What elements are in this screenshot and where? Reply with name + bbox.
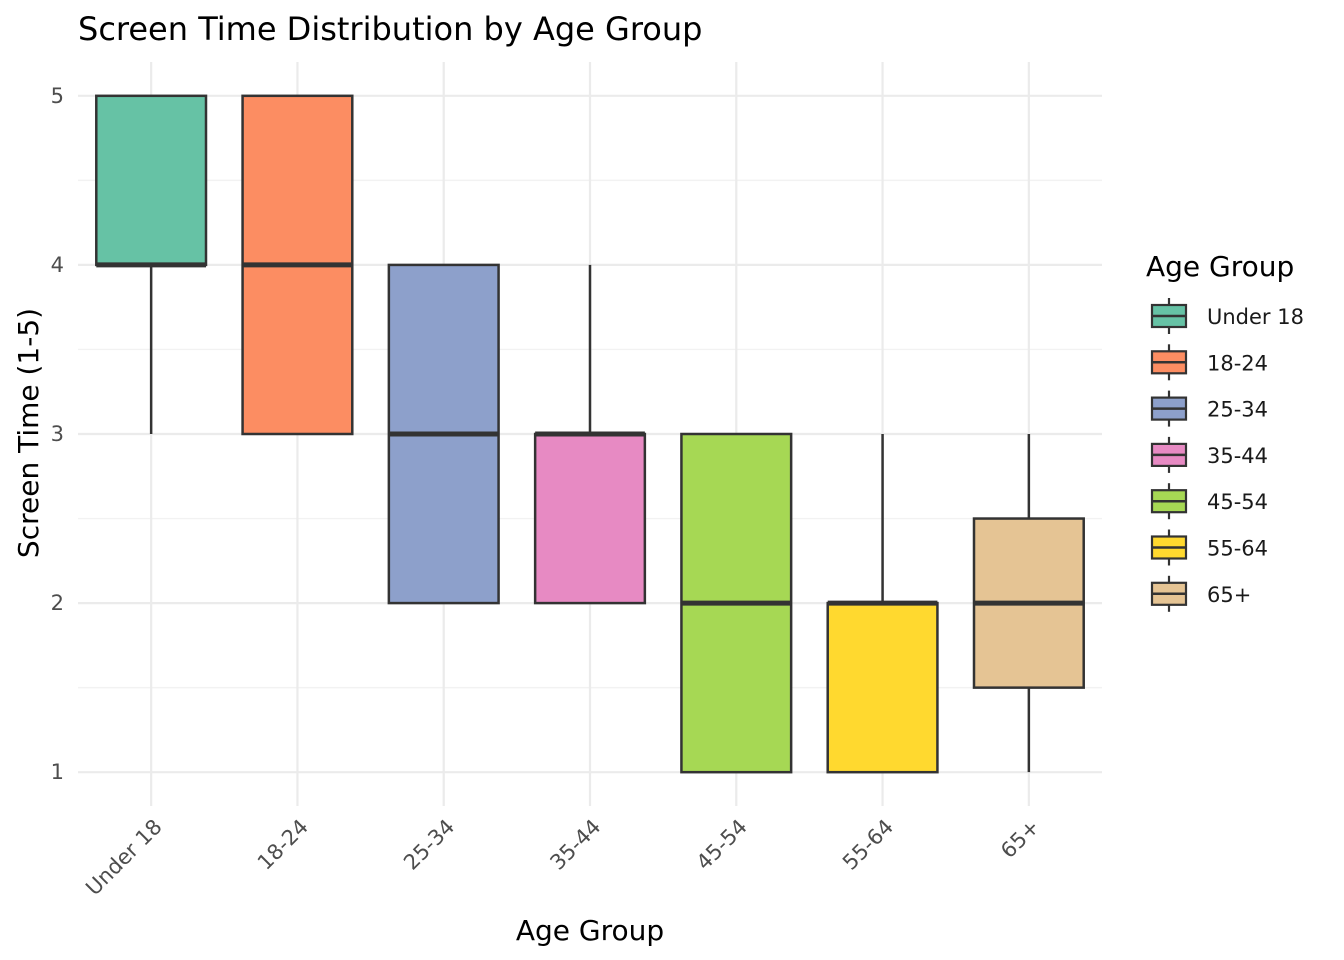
legend-label: Under 18 xyxy=(1207,305,1304,329)
y-axis: 1 2 3 4 5 xyxy=(51,84,64,784)
legend-title: Age Group xyxy=(1146,250,1294,283)
y-tick-label: 4 xyxy=(51,253,64,277)
y-tick-label: 3 xyxy=(51,422,64,446)
box-7 xyxy=(972,434,1085,773)
x-axis-title: Age Group xyxy=(516,914,664,947)
legend-item: Under 18 xyxy=(1150,298,1304,334)
box-5 xyxy=(680,432,793,774)
x-tick-label: 25-34 xyxy=(399,815,459,875)
x-axis: Under 18 18-24 25-34 35-44 45-54 55-64 65+ xyxy=(81,815,1044,901)
y-tick-label: 5 xyxy=(51,84,64,108)
legend-item: 55-64 xyxy=(1150,529,1268,566)
x-tick-label: 35-44 xyxy=(545,815,605,875)
box-4 xyxy=(533,264,647,605)
legend-item: 65+ xyxy=(1150,575,1251,612)
x-tick-label: 18-24 xyxy=(253,815,313,875)
legend: Age Group Under 18 18-24 25-34 35-44 45-54 55… xyxy=(1146,250,1304,612)
box-6 xyxy=(826,434,939,774)
x-tick-label: 45-54 xyxy=(692,815,752,875)
box-body xyxy=(95,94,208,267)
legend-label: 45-54 xyxy=(1207,490,1268,514)
legend-item: 35-44 xyxy=(1150,436,1268,473)
x-tick-label: 65+ xyxy=(996,815,1044,863)
plot-area xyxy=(95,94,1085,774)
legend-item: 25-34 xyxy=(1150,390,1268,427)
legend-item: 45-54 xyxy=(1150,483,1268,520)
legend-label: 35-44 xyxy=(1207,444,1268,468)
legend-item: 18-24 xyxy=(1150,344,1268,381)
box-1 xyxy=(95,94,208,434)
box-3 xyxy=(387,263,500,605)
legend-items: Under 18 18-24 25-34 35-44 45-54 55-64 65+ xyxy=(1150,298,1304,612)
y-axis-title: Screen Time (1-5) xyxy=(12,308,45,558)
x-tick-label: Under 18 xyxy=(81,815,167,901)
legend-label: 65+ xyxy=(1207,583,1251,607)
box-body xyxy=(826,601,939,774)
x-tick-label: 55-64 xyxy=(838,815,898,875)
chart-title: Screen Time Distribution by Age Group xyxy=(78,10,702,48)
legend-label: 55-64 xyxy=(1207,537,1268,561)
y-tick-label: 1 xyxy=(51,760,64,784)
box-2 xyxy=(241,94,354,436)
legend-label: 25-34 xyxy=(1207,398,1268,422)
legend-label: 18-24 xyxy=(1207,351,1268,375)
y-tick-label: 2 xyxy=(51,591,64,615)
box-body xyxy=(533,432,647,605)
